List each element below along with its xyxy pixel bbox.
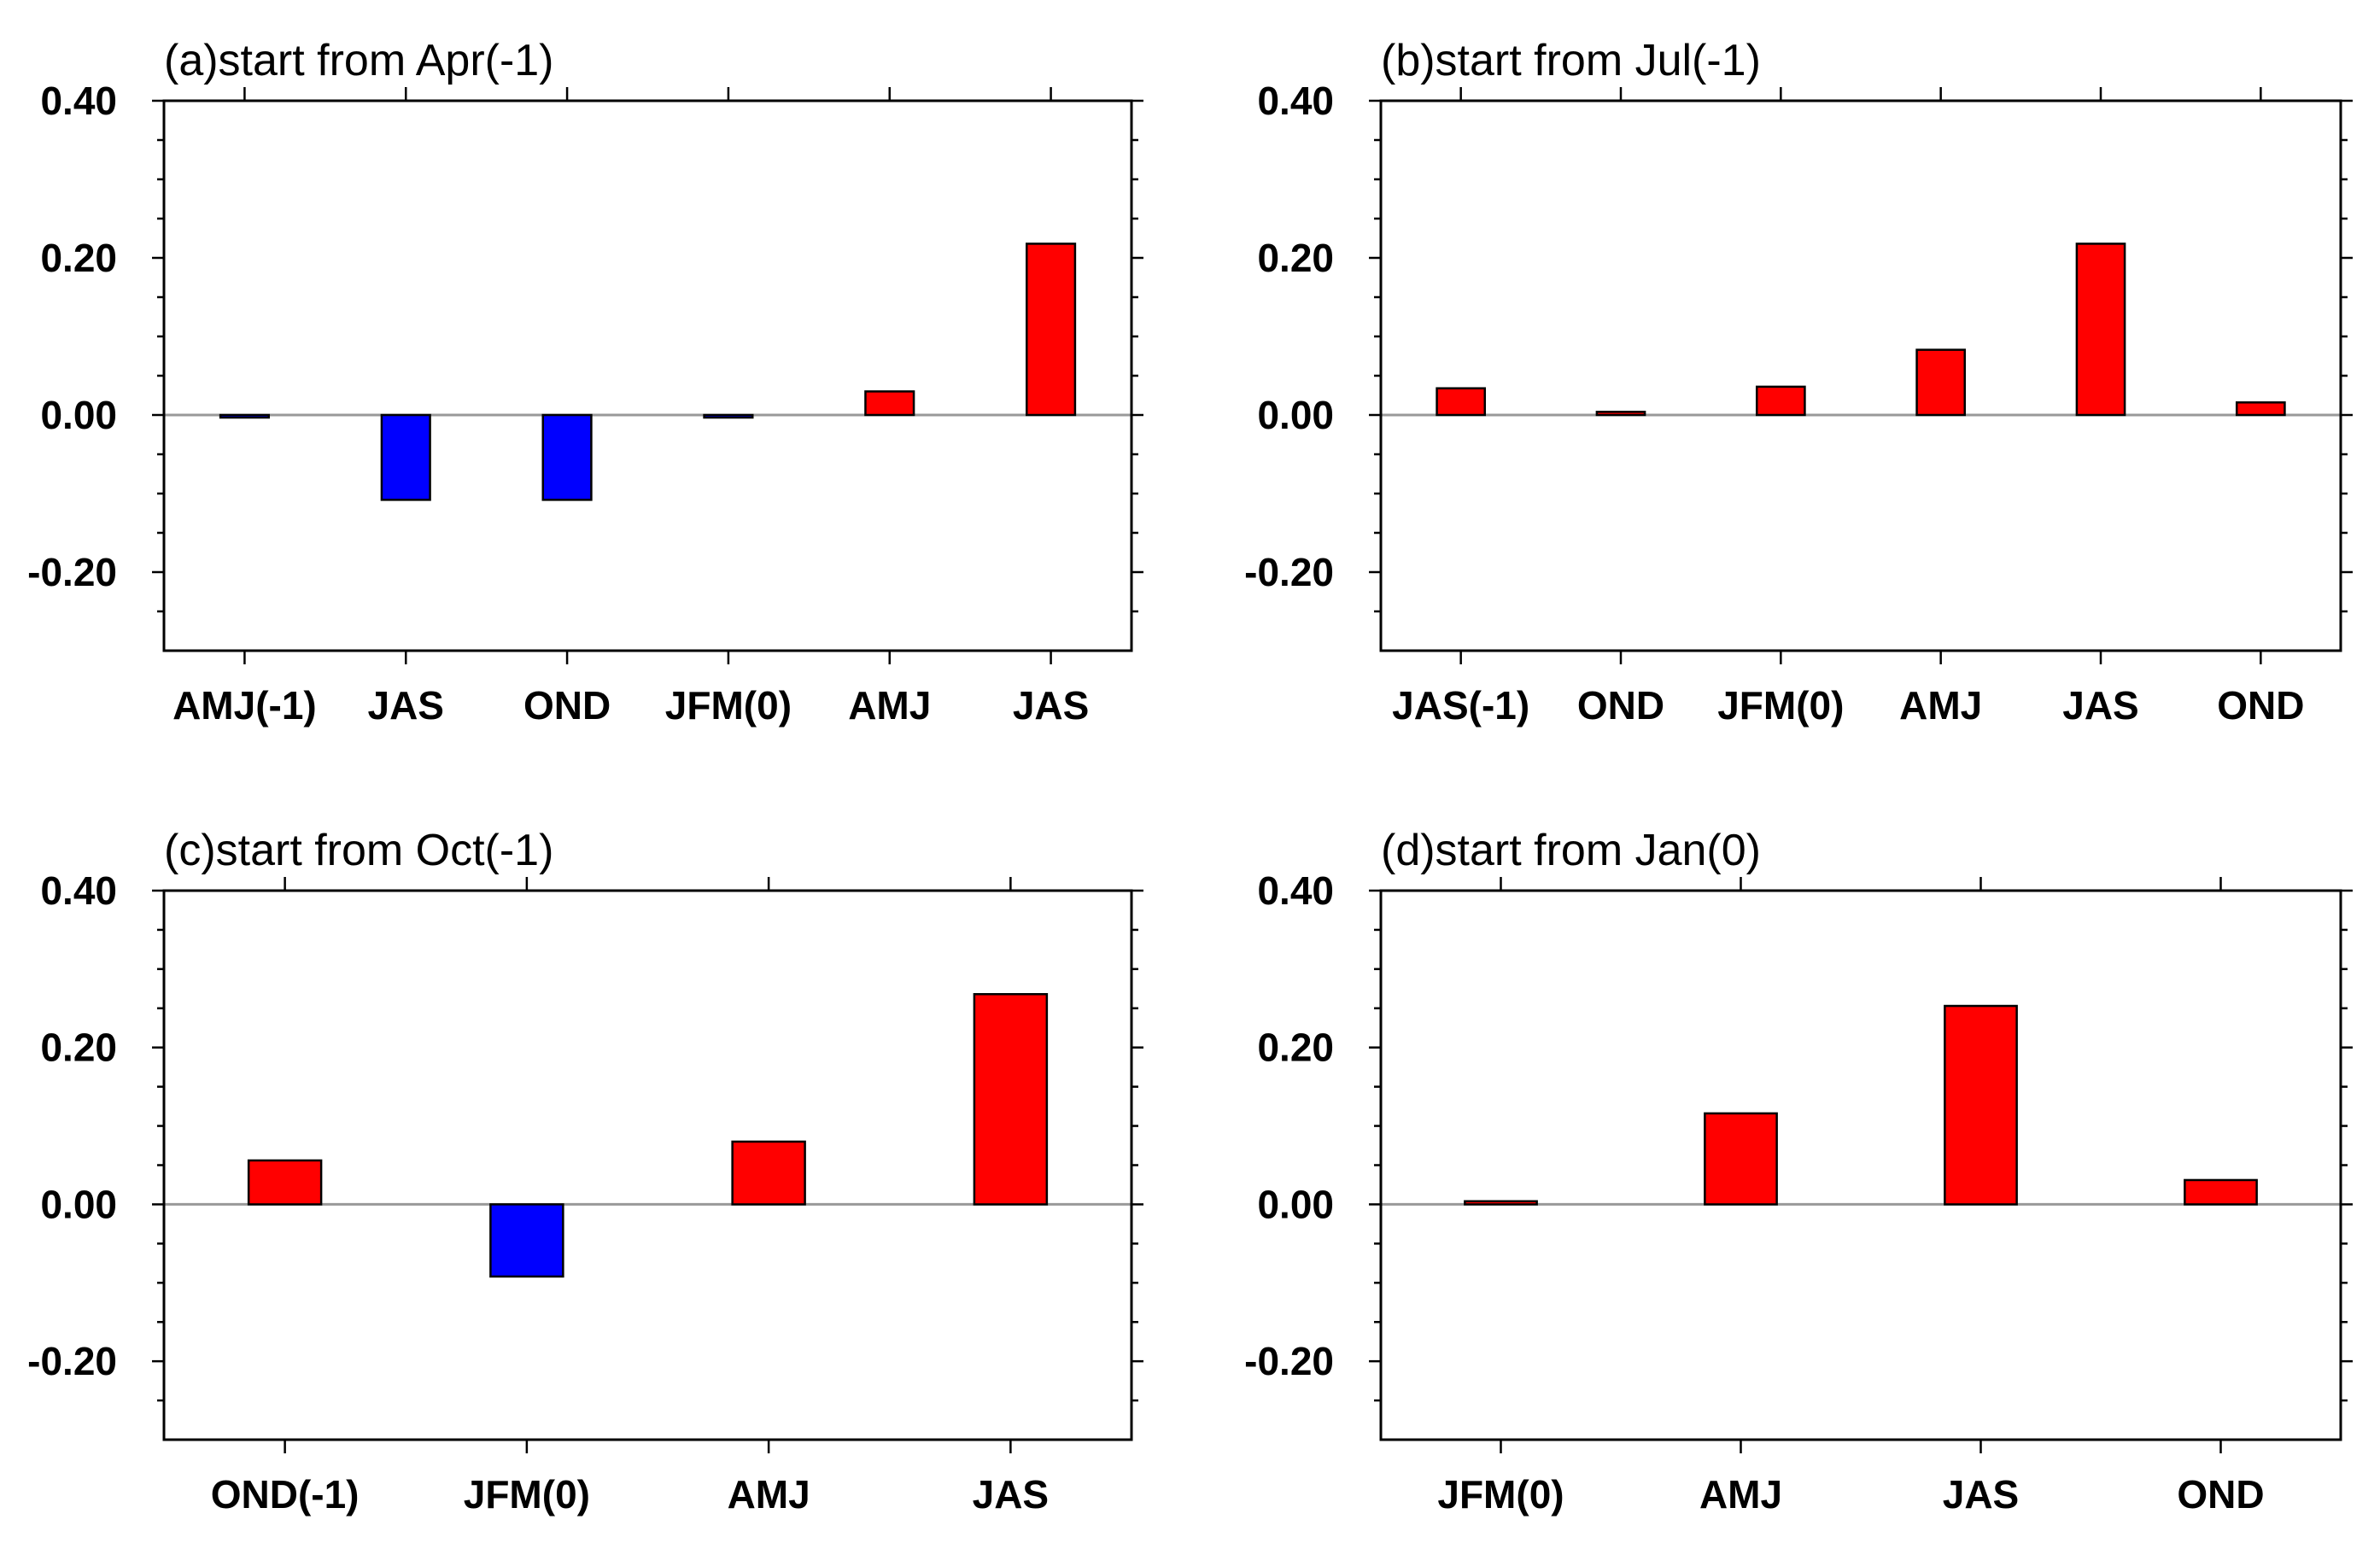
y-tick-label: 0.00 [40, 393, 117, 437]
x-tick-label: OND(-1) [211, 1472, 360, 1517]
plot-frame [1379, 99, 2342, 652]
panel-title: (b)start from Jul(-1) [1381, 36, 1761, 85]
y-tick-label: 0.00 [1257, 1182, 1334, 1226]
y-tick-label: 0.00 [40, 1182, 117, 1226]
plot-frame [162, 99, 1133, 652]
x-tick-label: AMJ(-1) [173, 683, 317, 728]
x-tick-label: JFM(0) [1717, 683, 1844, 728]
chart-panel-b: (b)start from Jul(-1) 0.40 0.20 0.00 -0.20 JA… [1244, 36, 2353, 728]
x-tick-label: OND [2177, 1472, 2264, 1517]
bar-amj[interactable] [864, 390, 915, 417]
bar-jas[interactable] [2075, 243, 2126, 417]
y-tick-label: 0.20 [40, 236, 117, 280]
x-tick-label: JFM(0) [665, 683, 792, 728]
bar-jas[interactable] [380, 413, 431, 501]
y-tick-label: -0.20 [1244, 1339, 1334, 1383]
bar-jfm-0[interactable] [703, 413, 754, 419]
bar-amj[interactable] [1915, 348, 1967, 417]
y-tick-label: 0.40 [40, 79, 117, 123]
bar-ond-1[interactable] [247, 1159, 323, 1206]
y-tick-label: -0.20 [1244, 550, 1334, 594]
chart-panel-d: (d)start from Jan(0) 0.40 0.20 0.00 -0.20 JFM… [1244, 826, 2353, 1517]
y-tick-label: 0.20 [1257, 1026, 1334, 1070]
panel-title: (a)start from Apr(-1) [164, 36, 554, 85]
panel-title: (d)start from Jan(0) [1381, 826, 1761, 875]
x-tick-label: AMJ [848, 683, 931, 728]
y-tick-label: 0.20 [1257, 236, 1334, 280]
bar-jfm-0[interactable] [489, 1203, 564, 1278]
bar-ond[interactable] [541, 413, 593, 501]
bar-ond[interactable] [1595, 411, 1646, 417]
x-tick-label: AMJ [1899, 683, 1982, 728]
plot-frame [1379, 889, 2342, 1441]
bar-amj-1[interactable] [219, 413, 270, 419]
bar-jas[interactable] [973, 993, 1049, 1206]
x-tick-label: OND [523, 683, 611, 728]
bar-jfm-0[interactable] [1755, 385, 1806, 417]
x-tick-label: JFM(0) [1437, 1472, 1564, 1517]
bar-amj[interactable] [1704, 1112, 1778, 1206]
y-tick-label: 0.40 [1257, 868, 1334, 913]
bar-ond[interactable] [2184, 1178, 2258, 1206]
x-tick-label: OND [1577, 683, 1664, 728]
y-tick-label: 0.40 [1257, 79, 1334, 123]
y-tick-label: -0.20 [27, 1339, 117, 1383]
x-tick-label: JAS [973, 1472, 1049, 1517]
x-tick-label: JAS [2062, 683, 2138, 728]
x-tick-label: JAS(-1) [1392, 683, 1529, 728]
panel-title: (c)start from Oct(-1) [164, 826, 553, 875]
x-tick-label: JAS [368, 683, 444, 728]
x-tick-label: JAS [1013, 683, 1089, 728]
x-tick-label: AMJ [728, 1472, 810, 1517]
y-tick-label: 0.00 [1257, 393, 1334, 437]
y-tick-label: 0.20 [40, 1026, 117, 1070]
chart-panel-c: (c)start from Oct(-1) 0.40 0.20 0.00 -0.20 ON… [27, 826, 1143, 1517]
x-tick-label: OND [2217, 683, 2304, 728]
x-tick-label: JFM(0) [464, 1472, 590, 1517]
bar-amj[interactable] [731, 1140, 806, 1206]
y-tick-label: 0.40 [40, 868, 117, 913]
x-tick-label: AMJ [1699, 1472, 1782, 1517]
bar-ond[interactable] [2235, 401, 2286, 417]
y-tick-label: -0.20 [27, 550, 117, 594]
plot-frame [162, 889, 1133, 1441]
bar-jas[interactable] [1026, 243, 1077, 417]
bar-jas-1[interactable] [1436, 387, 1487, 417]
bar-jas[interactable] [1944, 1004, 2018, 1206]
x-tick-label: JAS [1943, 1472, 2019, 1517]
bar-jfm-0[interactable] [1464, 1200, 1538, 1206]
chart-panel-a: (a)start from Apr(-1) 0.40 0.20 0.00 -0.20 AM… [27, 36, 1143, 728]
